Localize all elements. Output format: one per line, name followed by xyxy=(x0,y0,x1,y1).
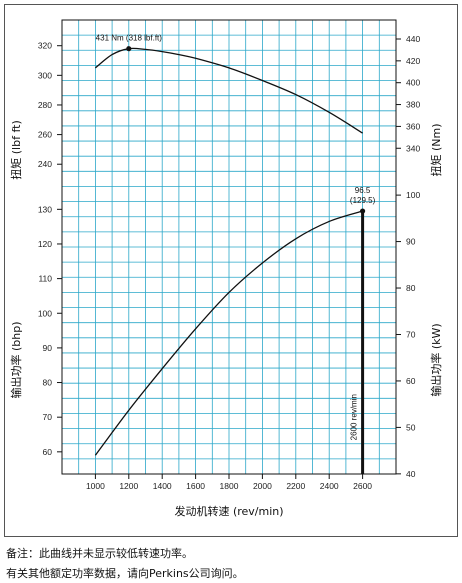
power-right-tick-label: 40 xyxy=(406,469,416,479)
x-axis: 1000 1200 1400 1600 1800 2000 2200 2400 2600 xyxy=(86,474,372,491)
torque-right-tick-label: 440 xyxy=(406,34,420,44)
torque-panel: 240 260 280 300 320 340 360 380 400 420 440 431 Nm … xyxy=(38,34,421,170)
torque-left-tick-label: 280 xyxy=(38,100,52,110)
power-panel: 60 70 80 90 100 110 120 130 40 50 60 70 80 90 100 96.5(… xyxy=(38,186,421,479)
torque-right-tick-label: 400 xyxy=(406,78,420,88)
torque-right-axis-label: 扭矩 (Nm) xyxy=(429,123,443,176)
x-tick-label: 1200 xyxy=(119,481,138,491)
power-left-tick-label: 120 xyxy=(38,239,52,249)
rated-speed-label: 2600 rev/min xyxy=(350,394,359,440)
power-left-axis-label: 输出功率 (bhp) xyxy=(9,321,23,398)
power-left-tick-label: 60 xyxy=(43,447,53,457)
x-axis-label: 发动机转速 (rev/min) xyxy=(174,504,283,518)
torque-right-tick-label: 340 xyxy=(406,143,420,153)
rated-power-bhp-label: (129.5) xyxy=(350,196,376,205)
power-left-tick-label: 110 xyxy=(38,274,52,284)
torque-left-tick-label: 240 xyxy=(38,159,52,169)
power-curve xyxy=(94,210,363,456)
torque-left-tick-label: 260 xyxy=(38,130,52,140)
power-right-tick-label: 50 xyxy=(406,422,416,432)
rated-power-marker xyxy=(360,208,366,214)
x-tick-label: 1000 xyxy=(86,481,105,491)
power-left-tick-label: 100 xyxy=(38,308,52,318)
x-tick-label: 2400 xyxy=(320,481,339,491)
x-tick-label: 2600 xyxy=(353,481,372,491)
power-left-tick-label: 70 xyxy=(43,412,53,422)
engine-performance-chart: 240 260 280 300 320 340 360 380 400 420 440 431 Nm … xyxy=(9,19,443,518)
torque-left-axis-label: 扭矩 (lbf ft) xyxy=(9,120,23,179)
torque-right-tick-label: 380 xyxy=(406,100,420,110)
power-right-tick-label: 70 xyxy=(406,329,416,339)
peak-torque-marker xyxy=(126,46,132,52)
power-right-tick-label: 60 xyxy=(406,376,416,386)
torque-right-tick-label: 420 xyxy=(406,56,420,66)
note-line-1: 备注：此曲线并未显示较低转速功率。 xyxy=(6,547,193,560)
note-line-2: 有关其他额定功率数据，请向Perkins公司询问。 xyxy=(6,567,244,580)
power-right-tick-label: 100 xyxy=(406,190,420,200)
power-right-axis-label: 输出功率 (kW) xyxy=(429,323,443,396)
power-right-tick-label: 80 xyxy=(406,283,416,293)
rated-power-kw-label: 96.5 xyxy=(355,186,371,195)
peak-torque-label: 431 Nm (318 lbf.ft) xyxy=(96,34,163,43)
x-tick-label: 2200 xyxy=(286,481,305,491)
x-tick-label: 2000 xyxy=(253,481,272,491)
power-right-tick-label: 90 xyxy=(406,237,416,247)
grid xyxy=(61,19,397,475)
torque-left-tick-label: 320 xyxy=(38,41,52,51)
power-left-tick-label: 80 xyxy=(43,378,53,388)
plot-border xyxy=(61,19,397,475)
torque-left-tick-label: 300 xyxy=(38,70,52,80)
x-tick-label: 1600 xyxy=(186,481,205,491)
power-left-tick-label: 90 xyxy=(43,343,53,353)
x-tick-label: 1800 xyxy=(220,481,239,491)
power-left-tick-label: 130 xyxy=(38,204,52,214)
chart-frame xyxy=(4,4,458,537)
torque-right-tick-label: 360 xyxy=(406,121,420,131)
x-tick-label: 1400 xyxy=(153,481,172,491)
